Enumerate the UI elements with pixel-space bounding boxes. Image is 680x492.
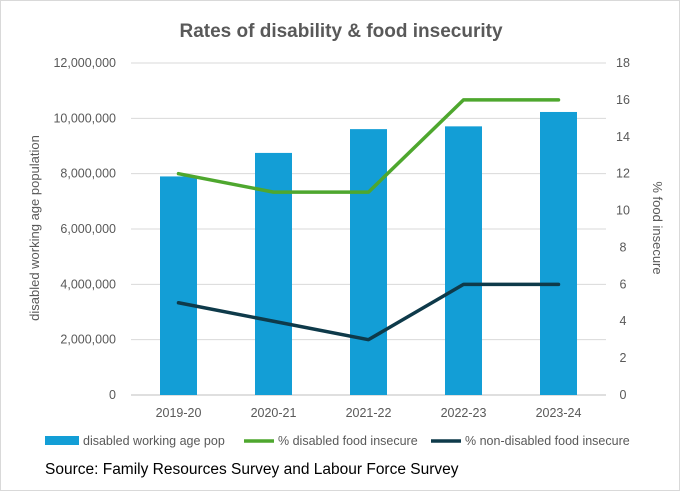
y-tick-label: 2,000,000	[60, 333, 116, 347]
y-axis-label: disabled working age population	[27, 135, 42, 321]
y2-tick-label: 18	[616, 56, 630, 70]
y2-axis-label: % food insecure	[650, 181, 665, 274]
y2-tick-label: 2	[620, 351, 627, 365]
y2-tick-label: 8	[620, 240, 627, 254]
series-line	[176, 282, 561, 342]
series-line	[176, 98, 561, 194]
y-tick-label: 0	[109, 388, 116, 402]
x-tick-label: 2023-24	[536, 406, 582, 420]
y2-tick-label: 16	[616, 93, 630, 107]
bar	[160, 176, 197, 395]
legend-label: % disabled food insecure	[278, 434, 418, 448]
source-note: Source: Family Resources Survey and Labo…	[45, 461, 459, 478]
y2-tick-label: 6	[620, 277, 627, 291]
bar	[540, 111, 577, 395]
chart-title: Rates of disability & food insecurity	[179, 21, 502, 42]
legend-label: % non-disabled food insecure	[465, 434, 630, 448]
x-tick-label: 2020-21	[251, 406, 297, 420]
bar	[350, 129, 387, 395]
legend-label: disabled working age pop	[83, 434, 225, 448]
y-tick-label: 12,000,000	[53, 56, 116, 70]
legend-swatch	[45, 436, 79, 445]
y2-tick-label: 14	[616, 130, 630, 144]
y2-tick-label: 12	[616, 167, 630, 181]
y2-tick-label: 10	[616, 204, 630, 218]
x-tick-label: 2019-20	[156, 406, 202, 420]
y-tick-label: 10,000,000	[53, 111, 116, 125]
bar	[445, 126, 482, 396]
y2-tick-label: 4	[620, 314, 627, 328]
x-tick-label: 2021-22	[346, 406, 392, 420]
y-tick-label: 6,000,000	[60, 222, 116, 236]
y-tick-label: 8,000,000	[60, 167, 116, 181]
y-tick-label: 4,000,000	[60, 277, 116, 291]
x-tick-label: 2022-23	[441, 406, 487, 420]
y2-tick-label: 0	[620, 388, 627, 402]
